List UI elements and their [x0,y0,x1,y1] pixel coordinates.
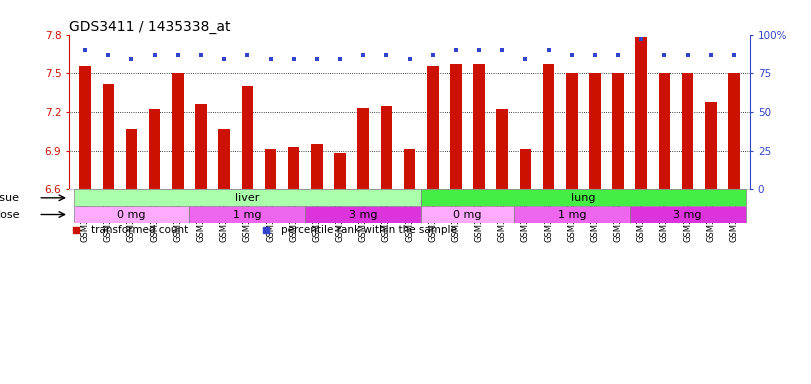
Bar [311,144,323,189]
Point [264,56,277,63]
Point [427,51,440,58]
Point [635,36,648,42]
Bar [102,84,114,189]
Point [148,51,161,58]
Point [79,47,92,53]
Bar [404,149,415,189]
Point [542,47,555,53]
Text: 3 mg: 3 mg [349,210,377,220]
Point [704,51,717,58]
Bar [612,73,624,189]
Bar [79,66,91,189]
Bar [514,206,629,223]
Text: GDS3411 / 1435338_at: GDS3411 / 1435338_at [69,20,230,33]
Bar [172,73,183,189]
Bar [474,64,485,189]
Bar [126,129,137,189]
Bar [450,64,461,189]
Bar [264,149,277,189]
Bar [288,147,299,189]
Bar [242,86,253,189]
Point [380,51,393,58]
Point [171,51,184,58]
Text: percentile rank within the sample: percentile rank within the sample [281,225,457,235]
Bar [636,37,647,189]
Bar [380,106,393,189]
Point [403,56,416,63]
Point [241,51,254,58]
Text: 0 mg: 0 mg [118,210,146,220]
Bar [543,64,555,189]
Point [333,56,346,63]
Text: 1 mg: 1 mg [233,210,262,220]
Text: liver: liver [235,193,260,203]
Point [611,51,624,58]
Bar [358,108,369,189]
Point [217,56,230,63]
Bar [589,73,601,189]
Point [287,56,300,63]
Bar [629,206,745,223]
Point [473,47,486,53]
Point [589,51,602,58]
Bar [566,73,577,189]
Bar [421,189,745,206]
Bar [190,206,305,223]
Bar [334,153,345,189]
Text: 1 mg: 1 mg [557,210,586,220]
Point [519,56,532,63]
Point [125,56,138,63]
Point [496,47,508,53]
Text: tissue: tissue [0,193,20,203]
Bar [496,109,508,189]
Bar [218,129,230,189]
Bar [682,73,693,189]
Bar [421,206,514,223]
Point [357,51,370,58]
Bar [74,206,190,223]
Text: dose: dose [0,210,20,220]
Bar [728,73,740,189]
Text: 3 mg: 3 mg [673,210,702,220]
Text: lung: lung [571,193,595,203]
Text: 0 mg: 0 mg [453,210,482,220]
Point [565,51,578,58]
Point [727,51,740,58]
Point [311,56,324,63]
Bar [305,206,421,223]
Bar [74,189,421,206]
Point [195,51,208,58]
Bar [520,149,531,189]
Point [681,51,694,58]
Bar [195,104,207,189]
Bar [659,73,670,189]
Point [658,51,671,58]
Bar [705,102,717,189]
Point [449,47,462,53]
Text: transformed count: transformed count [91,225,188,235]
Point [102,51,115,58]
Bar [427,66,439,189]
Bar [149,109,161,189]
